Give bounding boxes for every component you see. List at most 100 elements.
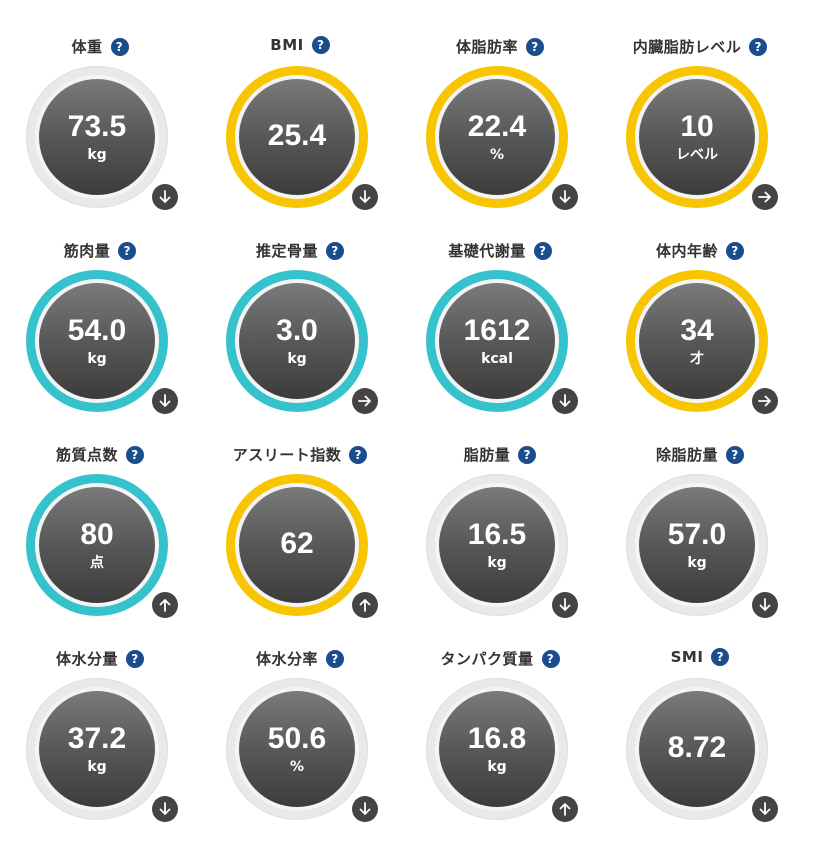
metric-value: 34 [680, 314, 714, 347]
metric-title-row: 内臓脂肪レベル ? [600, 36, 800, 57]
metric-card-bmi: BMI ? 25.4 [200, 34, 400, 238]
help-icon[interactable]: ? [541, 649, 560, 668]
trend-arrow-button[interactable] [752, 592, 778, 618]
trend-arrow-button[interactable] [752, 388, 778, 414]
metric-value: 50.6 [267, 722, 327, 755]
trend-arrow-button[interactable] [552, 184, 578, 210]
trend-arrow-button[interactable] [152, 184, 178, 210]
arrow-down-icon [559, 394, 571, 407]
help-icon[interactable]: ? [118, 241, 137, 260]
gauge-disc: 25.4 [239, 79, 355, 195]
metric-unit: kg [287, 351, 307, 367]
gauge-inner-ring: 54.0 kg [35, 279, 159, 403]
gauge-disc: 8.72 [639, 691, 755, 807]
trend-arrow-button[interactable] [352, 592, 378, 618]
metric-card-bone-mass: 推定骨量 ? 3.0 kg [200, 238, 400, 442]
arrow-down-icon [759, 598, 771, 611]
metric-unit: レベル [676, 147, 718, 163]
arrow-down-icon [559, 598, 571, 611]
metric-title: 推定骨量 [255, 242, 318, 260]
metric-unit: kg [487, 555, 507, 571]
trend-arrow-button[interactable] [352, 388, 378, 414]
metric-title: 内臓脂肪レベル [632, 38, 742, 56]
help-icon[interactable]: ? [726, 445, 744, 464]
metric-title: 体水分率 [255, 650, 318, 668]
metric-gauge: 37.2 kg [26, 678, 168, 820]
metric-gauge: 73.5 kg [26, 66, 168, 208]
metric-card-athlete-index: アスリート指数 ? 62 [200, 442, 400, 646]
metric-title-row: 筋肉量 ? [0, 240, 200, 261]
help-icon[interactable]: ? [110, 37, 129, 56]
trend-arrow-button[interactable] [552, 796, 578, 822]
trend-arrow-button[interactable] [752, 184, 778, 210]
help-icon[interactable]: ? [311, 36, 330, 54]
gauge-inner-ring: 57.0 kg [635, 483, 759, 607]
trend-arrow-button[interactable] [352, 796, 378, 822]
metric-card-basal-metabolism: 基礎代謝量 ? 1612 kcal [400, 238, 600, 442]
metric-title-row: 体重 ? [0, 36, 200, 57]
help-icon[interactable]: ? [749, 37, 768, 56]
metric-value: 16.8 [467, 722, 527, 755]
metric-title: 体内年齢 [655, 242, 718, 260]
arrow-down-icon [759, 802, 771, 815]
help-icon[interactable]: ? [126, 445, 144, 464]
metric-card-body-water-rate: 体水分率 ? 50.6 % [200, 646, 400, 850]
arrow-right-icon [758, 395, 771, 407]
help-icon[interactable]: ? [326, 241, 344, 260]
gauge-disc: 16.8 kg [439, 691, 555, 807]
metric-value: 54.0 [67, 314, 127, 347]
metric-gauge: 3.0 kg [226, 270, 368, 412]
gauge-disc: 37.2 kg [39, 691, 155, 807]
metric-gauge: 54.0 kg [26, 270, 168, 412]
metric-unit: kg [687, 555, 707, 571]
metric-gauge: 1612 kcal [426, 270, 568, 412]
metric-title: 体重 [71, 38, 103, 56]
gauge-disc: 57.0 kg [639, 487, 755, 603]
arrow-down-icon [359, 190, 371, 203]
metric-unit: kg [487, 759, 507, 775]
metric-title-row: 筋質点数 ? [0, 444, 200, 465]
metric-title-row: 体水分率 ? [200, 648, 400, 669]
metric-card-muscle-mass: 筋肉量 ? 54.0 kg [0, 238, 200, 442]
trend-arrow-button[interactable] [552, 592, 578, 618]
help-icon[interactable]: ? [726, 241, 744, 260]
arrow-down-icon [159, 190, 171, 203]
help-icon[interactable]: ? [326, 649, 344, 668]
metric-gauge: 34 才 [626, 270, 768, 412]
metric-card-smi: SMI ? 8.72 [600, 646, 800, 850]
gauge-disc: 16.5 kg [439, 487, 555, 603]
metric-value: 8.72 [667, 731, 727, 764]
metric-title-row: 体水分量 ? [0, 648, 200, 669]
metric-card-body-water-mass: 体水分量 ? 37.2 kg [0, 646, 200, 850]
help-icon[interactable]: ? [533, 241, 552, 260]
help-icon[interactable]: ? [518, 445, 537, 464]
metric-title: 筋質点数 [55, 446, 118, 464]
trend-arrow-button[interactable] [352, 184, 378, 210]
metric-title-row: 基礎代謝量 ? [400, 240, 600, 261]
gauge-inner-ring: 34 才 [635, 279, 759, 403]
trend-arrow-button[interactable] [752, 796, 778, 822]
arrow-up-icon [159, 599, 171, 612]
help-icon[interactable]: ? [711, 648, 730, 666]
metric-value: 37.2 [67, 722, 127, 755]
metric-value: 57.0 [667, 518, 727, 551]
trend-arrow-button[interactable] [152, 796, 178, 822]
gauge-inner-ring: 62 [235, 483, 359, 607]
trend-arrow-button[interactable] [552, 388, 578, 414]
help-icon[interactable]: ? [526, 37, 544, 56]
gauge-disc: 80 点 [39, 487, 155, 603]
metric-card-lean-mass: 除脂肪量 ? 57.0 kg [600, 442, 800, 646]
trend-arrow-button[interactable] [152, 592, 178, 618]
arrow-right-icon [758, 191, 771, 203]
metric-title: 脂肪量 [463, 446, 511, 464]
metric-value: 1612 [463, 314, 531, 347]
metric-unit: % [289, 759, 305, 775]
metric-value: 22.4 [467, 110, 527, 143]
help-icon[interactable]: ? [349, 445, 368, 464]
gauge-disc: 22.4 % [439, 79, 555, 195]
trend-arrow-button[interactable] [152, 388, 178, 414]
metric-title-row: アスリート指数 ? [200, 444, 400, 465]
help-icon[interactable]: ? [126, 649, 144, 668]
metric-card-body-fat-rate: 体脂肪率 ? 22.4 % [400, 34, 600, 238]
